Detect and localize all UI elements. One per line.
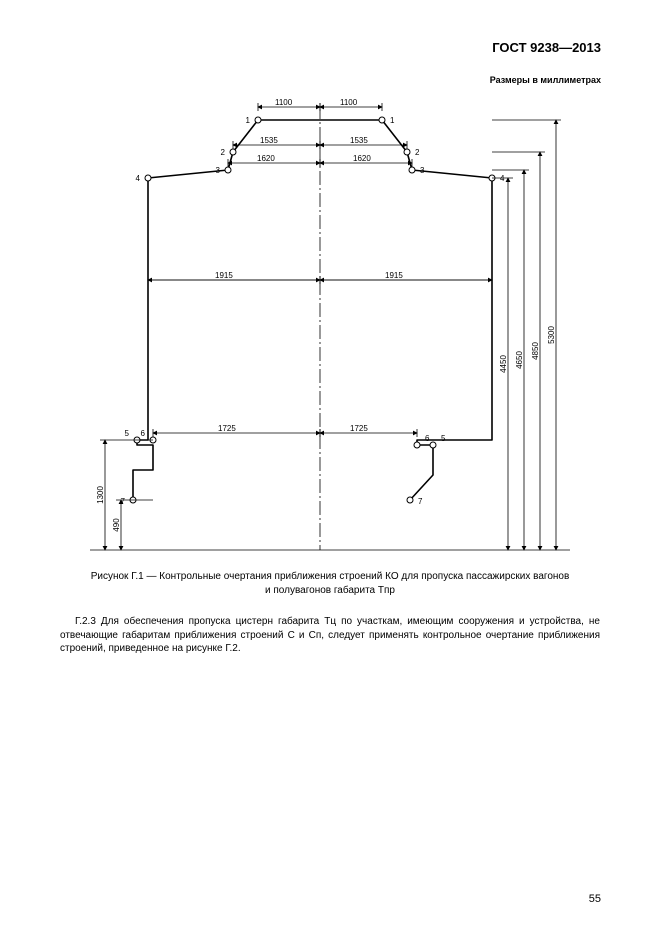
svg-text:5: 5 bbox=[441, 434, 446, 443]
svg-text:1725: 1725 bbox=[350, 424, 368, 433]
figure-caption: Рисунок Г.1 — Контрольные очертания приб… bbox=[60, 570, 600, 597]
svg-text:1100: 1100 bbox=[340, 98, 358, 107]
svg-text:1725: 1725 bbox=[218, 424, 236, 433]
svg-text:6: 6 bbox=[425, 434, 430, 443]
svg-text:2: 2 bbox=[221, 148, 226, 157]
svg-text:2: 2 bbox=[415, 148, 420, 157]
svg-text:490: 490 bbox=[112, 518, 121, 532]
caption-line1: Рисунок Г.1 — Контрольные очертания приб… bbox=[91, 571, 570, 582]
svg-text:1620: 1620 bbox=[257, 154, 275, 163]
document-header: ГОСТ 9238—2013 bbox=[492, 40, 601, 55]
svg-text:1535: 1535 bbox=[260, 136, 278, 145]
units-label: Размеры в миллиметрах bbox=[490, 75, 601, 85]
svg-text:1300: 1300 bbox=[96, 486, 105, 504]
svg-text:1620: 1620 bbox=[353, 154, 371, 163]
svg-text:3: 3 bbox=[420, 166, 425, 175]
svg-text:6: 6 bbox=[141, 429, 146, 438]
svg-text:4650: 4650 bbox=[515, 351, 524, 369]
svg-text:7: 7 bbox=[418, 497, 423, 506]
svg-text:4450: 4450 bbox=[499, 355, 508, 373]
caption-line2: и полувагонов габарита Tпр bbox=[265, 585, 395, 596]
svg-text:5: 5 bbox=[125, 429, 130, 438]
svg-text:3: 3 bbox=[216, 166, 221, 175]
svg-text:1100: 1100 bbox=[275, 98, 293, 107]
svg-text:1: 1 bbox=[246, 116, 251, 125]
svg-text:4850: 4850 bbox=[531, 342, 540, 360]
svg-text:1: 1 bbox=[390, 116, 395, 125]
svg-text:5300: 5300 bbox=[547, 326, 556, 344]
svg-text:1915: 1915 bbox=[215, 271, 233, 280]
page-number: 55 bbox=[589, 893, 601, 905]
figure-g1: 1122334465657711001100153515351620162019… bbox=[60, 90, 600, 560]
svg-text:4: 4 bbox=[500, 174, 505, 183]
paragraph-g23: Г.2.3 Для обеспечения пропуска цистерн г… bbox=[60, 615, 600, 656]
svg-text:4: 4 bbox=[136, 174, 141, 183]
svg-text:1535: 1535 bbox=[350, 136, 368, 145]
svg-text:1915: 1915 bbox=[385, 271, 403, 280]
